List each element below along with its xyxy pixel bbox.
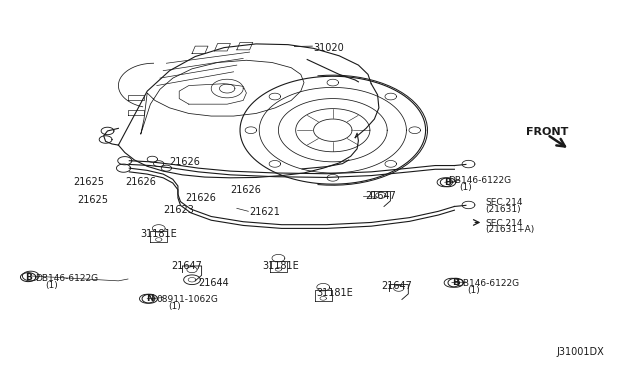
- Text: (21631): (21631): [485, 205, 521, 214]
- Text: SEC.214: SEC.214: [485, 219, 523, 228]
- Text: J31001DX: J31001DX: [557, 347, 605, 356]
- Text: 31181E: 31181E: [262, 261, 299, 271]
- Text: 21623: 21623: [163, 205, 194, 215]
- Text: DB146-6122G: DB146-6122G: [448, 176, 511, 185]
- Text: N: N: [146, 294, 154, 303]
- Text: 21626: 21626: [230, 185, 261, 195]
- Text: FRONT: FRONT: [526, 127, 568, 137]
- Text: (21631+A): (21631+A): [485, 225, 534, 234]
- Text: 21626: 21626: [170, 157, 200, 167]
- Text: (1): (1): [168, 302, 181, 311]
- Text: 21647: 21647: [381, 282, 412, 291]
- Text: 21626: 21626: [125, 177, 156, 187]
- Text: 31181E: 31181E: [316, 288, 353, 298]
- Text: SEC.214: SEC.214: [485, 198, 523, 207]
- Text: B: B: [445, 178, 451, 187]
- Text: DB146-6122G: DB146-6122G: [35, 274, 99, 283]
- Text: 21625: 21625: [77, 195, 108, 205]
- Text: 21626: 21626: [186, 193, 216, 203]
- Text: B: B: [25, 273, 31, 282]
- Text: DB146-6122G: DB146-6122G: [456, 279, 520, 288]
- Text: 21647: 21647: [365, 192, 396, 201]
- Text: 08911-1062G: 08911-1062G: [157, 295, 219, 304]
- Text: B: B: [452, 278, 459, 287]
- Text: 21621: 21621: [250, 207, 280, 217]
- Text: (1): (1): [45, 281, 58, 290]
- Text: 21625: 21625: [74, 177, 104, 187]
- Text: (1): (1): [460, 183, 472, 192]
- Text: 21647: 21647: [172, 261, 202, 271]
- Text: 31020: 31020: [314, 44, 344, 53]
- Text: 31181E: 31181E: [141, 230, 177, 239]
- Text: (1): (1): [467, 286, 480, 295]
- Text: 21644: 21644: [198, 278, 229, 288]
